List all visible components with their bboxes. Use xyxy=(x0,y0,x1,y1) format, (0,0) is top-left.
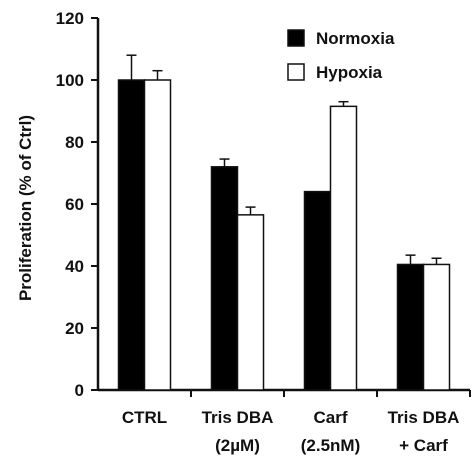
bars xyxy=(117,54,471,397)
bar-normoxia-2 xyxy=(303,190,332,391)
bar-hypoxia-2 xyxy=(329,105,358,391)
bar-hypoxia-0 xyxy=(143,79,172,391)
legend-swatch-normoxia xyxy=(287,29,305,47)
bar-normoxia-3 xyxy=(396,263,425,391)
bar-hypoxia-1 xyxy=(236,214,265,391)
x-tick-label: (2.5nM) xyxy=(301,436,361,455)
x-tick-label: CTRL xyxy=(122,408,167,427)
legend-label-normoxia: Normoxia xyxy=(316,29,395,48)
bar-hypoxia-3 xyxy=(422,263,451,391)
x-tick-label: + Carf xyxy=(399,436,448,455)
x-tick-label: (2µM) xyxy=(215,436,260,455)
y-tick-label: 20 xyxy=(65,319,84,338)
legend: Normoxia Hypoxia xyxy=(287,29,395,82)
y-ticks: 0 20 40 60 80 100 120 xyxy=(56,9,98,400)
y-axis-title: Proliferation (% of Ctrl) xyxy=(16,115,35,301)
x-tick-label: Carf xyxy=(313,408,347,427)
y-tick-label: 100 xyxy=(56,71,84,90)
x-tick-labels: CTRL Tris DBA (2µM) Carf (2.5nM) Tris DBA + Ca… xyxy=(122,408,460,455)
y-tick-label: 0 xyxy=(75,381,84,400)
bar-normoxia-0 xyxy=(117,79,146,391)
x-tick-label: Tris DBA xyxy=(202,408,274,427)
bar-normoxia-1 xyxy=(210,166,239,391)
legend-label-hypoxia: Hypoxia xyxy=(316,63,383,82)
x-tick-label: Tris DBA xyxy=(388,408,460,427)
y-tick-label: 80 xyxy=(65,133,84,152)
y-tick-label: 120 xyxy=(56,9,84,28)
y-tick-label: 40 xyxy=(65,257,84,276)
y-tick-label: 60 xyxy=(65,195,84,214)
legend-swatch-hypoxia xyxy=(287,63,305,81)
